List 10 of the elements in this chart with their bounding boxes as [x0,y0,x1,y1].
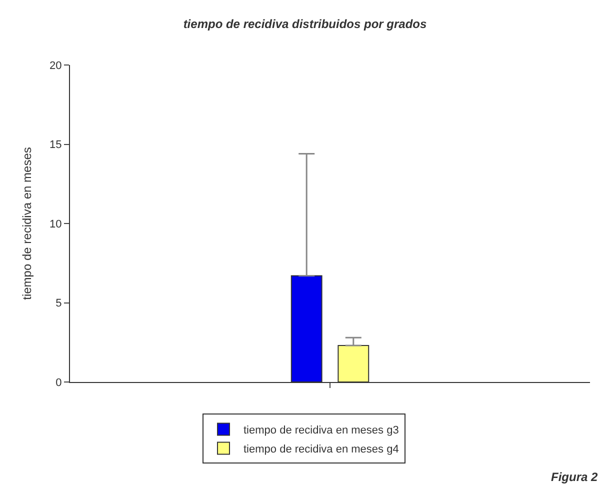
y-tick-label: 10 [50,218,62,230]
legend-label: tiempo de recidiva en meses g3 [244,424,399,436]
y-tick-label: 5 [56,298,62,310]
text: Figura 2 [551,470,598,484]
y-tick-label: 15 [50,139,62,152]
legend-label: tiempo de recidiva en meses g4 [244,443,399,456]
chart-title: tiempo de recidiva distribuidos por grados [183,17,428,32]
y-axis-title: tiempo de recidiva en meses [20,147,34,300]
y-tick-label: 0 [56,376,62,389]
y-tick-label: 20 [50,60,62,72]
